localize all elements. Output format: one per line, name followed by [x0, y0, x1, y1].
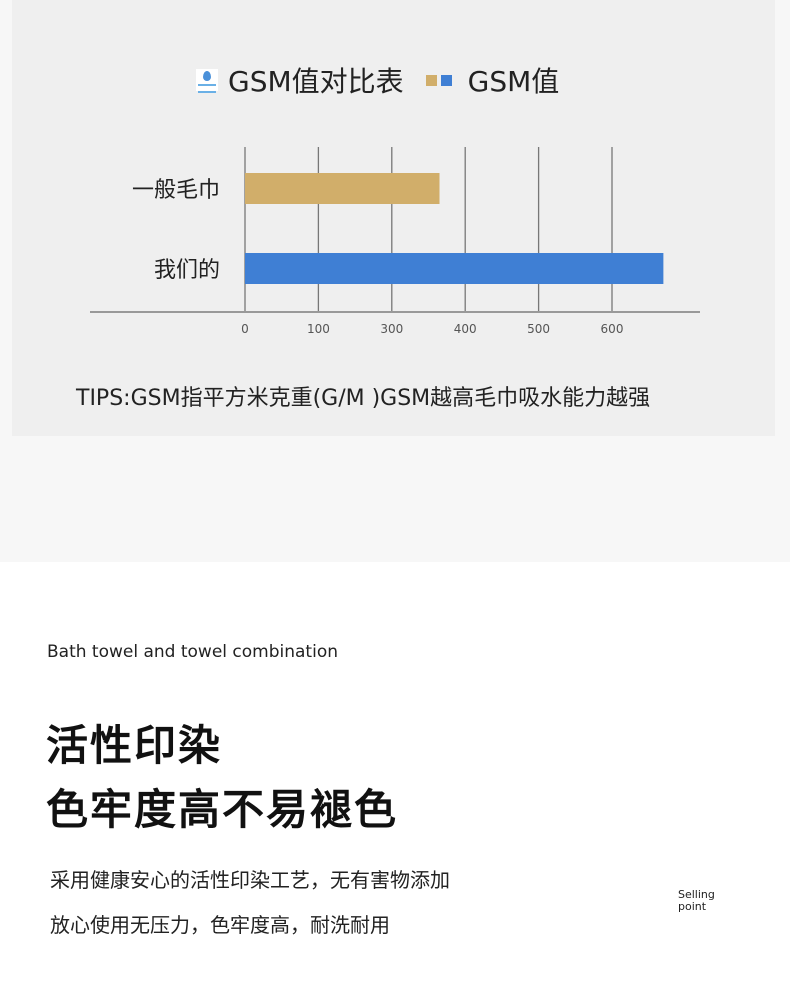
- body-line-1: 采用健康安心的活性印染工艺，无有害物添加: [50, 868, 450, 892]
- water-drop-icon: [196, 69, 218, 93]
- x-tick-label: 500: [527, 322, 550, 336]
- tips-text: TIPS:GSM指平方米克重(G/M )GSM越高毛巾吸水能力越强: [76, 386, 651, 411]
- legend-swatch-blue: [440, 74, 452, 86]
- bar: [245, 253, 664, 284]
- category-label: 我们的: [154, 258, 220, 283]
- chart-title: GSM值对比表: [228, 65, 404, 98]
- section-subtitle: Bath towel and towel combination: [47, 642, 339, 662]
- chart-legend: GSM值对比表 GSM值: [196, 60, 559, 100]
- heading-line-2: 色牢度高不易褪色: [46, 785, 399, 834]
- heading-line-1: 活性印染: [46, 721, 223, 770]
- legend-swatch-gold: [425, 74, 437, 86]
- x-tick-label: 300: [380, 322, 403, 336]
- body-line-2: 放心使用无压力，色牢度高，耐洗耐用: [50, 913, 390, 937]
- legend-label: GSM值: [467, 65, 560, 98]
- category-label: 一般毛巾: [132, 178, 220, 203]
- x-tick-label: 400: [454, 322, 477, 336]
- x-tick-label: 100: [307, 322, 330, 336]
- selling-point-badge: Selling point: [678, 888, 715, 913]
- x-tick-label: 600: [601, 322, 624, 336]
- x-tick-label: 0: [241, 322, 249, 336]
- bar: [245, 173, 440, 204]
- chart-panel: [12, 0, 775, 436]
